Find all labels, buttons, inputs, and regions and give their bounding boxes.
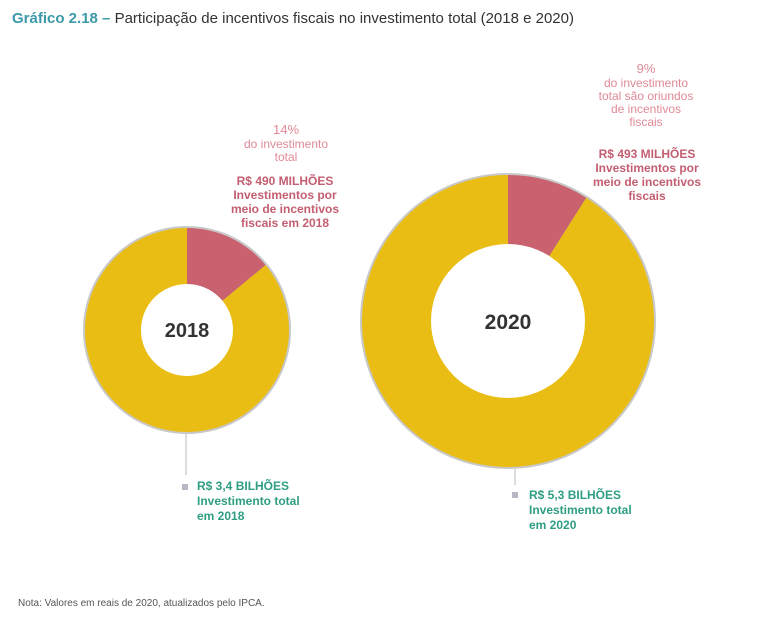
total-desc-2020-line1: Investimento total bbox=[529, 503, 632, 517]
incentive-value-2020: R$ 493 MILHÕES bbox=[598, 147, 696, 161]
percent-2020: 9% bbox=[636, 61, 656, 76]
incentive-desc-2018-line3: fiscais em 2018 bbox=[240, 216, 330, 230]
chart-title: Gráfico 2.18 – Participação de incentivo… bbox=[12, 10, 574, 27]
percent-desc-2018-line2: total bbox=[274, 150, 298, 164]
year-label-2018: 2018 bbox=[165, 320, 210, 342]
percent-desc-2020-line3: de incentivos bbox=[610, 102, 682, 116]
incentive-desc-2020-line3: fiscais bbox=[628, 189, 666, 203]
percent-2018: 14% bbox=[272, 122, 300, 137]
legend-marker-2018 bbox=[182, 484, 188, 490]
figure-title: Participação de incentivos fiscais no in… bbox=[114, 10, 574, 27]
incentive-desc-2018-line1: Investimentos por bbox=[233, 188, 337, 202]
donut-2020: 2020 bbox=[360, 173, 656, 498]
year-label-2020: 2020 bbox=[485, 311, 532, 334]
percent-desc-2020-line1: do investimento bbox=[603, 76, 689, 90]
percent-desc-2020-line4: fiscais bbox=[629, 115, 663, 129]
figure-number: Gráfico 2.18 – bbox=[12, 10, 111, 27]
incentive-value-2018: R$ 490 MILHÕES bbox=[236, 174, 334, 188]
percent-desc-2020-line2: total são oriundos bbox=[598, 89, 694, 103]
donut-hole-2018 bbox=[141, 284, 233, 376]
donut-2018: 2018 bbox=[83, 226, 291, 490]
incentive-desc-2020-line1: Investimentos por bbox=[595, 161, 699, 175]
total-value-2020: R$ 5,3 BILHÕES bbox=[529, 488, 622, 502]
incentive-desc-2018-line2: meio de incentivos bbox=[230, 202, 340, 216]
percent-desc-2018-line1: do investimento bbox=[243, 137, 329, 151]
legend-marker-2020 bbox=[512, 492, 518, 498]
total-desc-2018-line1: Investimento total bbox=[197, 494, 300, 508]
total-desc-2018-line2: em 2018 bbox=[197, 509, 245, 523]
total-desc-2020-line2: em 2020 bbox=[529, 518, 577, 532]
donut-hole-2020 bbox=[431, 244, 585, 398]
incentive-desc-2020-line2: meio de incentivos bbox=[592, 175, 702, 189]
total-value-2018: R$ 3,4 BILHÕES bbox=[197, 479, 290, 493]
footnote: Nota: Valores em reais de 2020, atualiza… bbox=[18, 598, 265, 609]
